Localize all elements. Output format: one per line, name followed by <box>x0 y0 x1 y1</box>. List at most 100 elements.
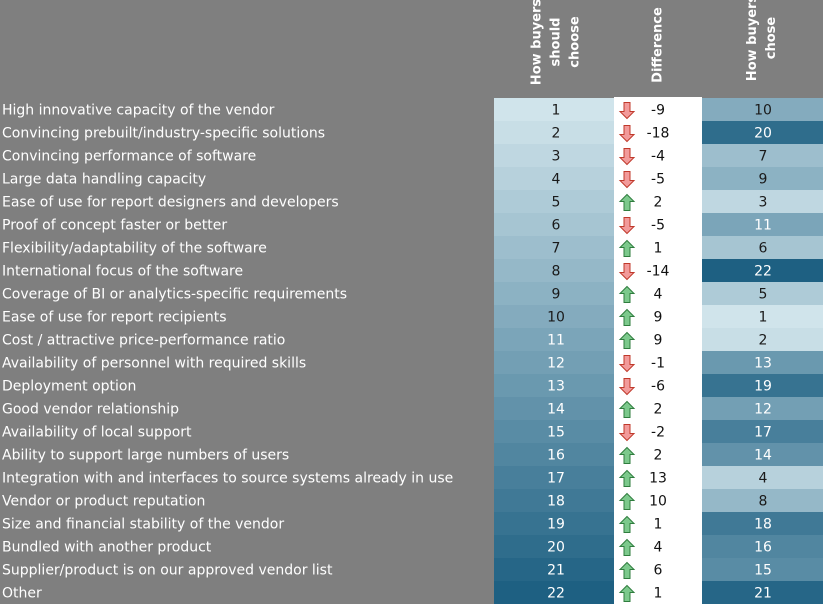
rank-value: 20 <box>547 540 565 556</box>
heat-cell <box>702 167 823 190</box>
criterion-label: Ease of use for report designers and dev… <box>2 195 339 211</box>
criterion-label: Integration with and interfaces to sourc… <box>2 471 453 487</box>
arrow-down <box>618 125 636 143</box>
criterion-label: Availability of local support <box>2 425 192 441</box>
arrow-up <box>618 492 636 510</box>
difference-value: -5 <box>651 218 665 234</box>
criterion-label: Ease of use for report recipients <box>2 310 227 326</box>
arrow-down <box>618 378 636 396</box>
difference-value: 10 <box>649 494 667 510</box>
rank-value: 5 <box>759 287 768 303</box>
heat-cell <box>702 558 823 581</box>
heat-cell <box>702 121 823 144</box>
heat-cell <box>494 121 614 144</box>
rank-value: 15 <box>754 563 772 579</box>
heat-cell <box>702 581 823 604</box>
criterion-label: Flexibility/adaptability of the software <box>2 241 267 257</box>
rank-value: 1 <box>759 310 768 326</box>
arrow-down <box>618 355 636 373</box>
criterion-label: Good vendor relationship <box>2 402 179 418</box>
heat-cell <box>702 144 823 167</box>
difference-value: 1 <box>654 241 663 257</box>
heat-cell <box>494 282 614 305</box>
heat-cell <box>702 466 823 489</box>
arrow-up <box>618 469 636 487</box>
heat-cell <box>702 420 823 443</box>
difference-value: -14 <box>647 264 670 280</box>
arrow-down <box>618 102 636 120</box>
rank-value: 12 <box>547 356 565 372</box>
difference-value: 4 <box>654 540 663 556</box>
heat-cell <box>702 489 823 512</box>
column-header: How buyers <box>530 0 545 85</box>
rank-value: 6 <box>759 241 768 257</box>
column-header: How buyers <box>745 0 760 81</box>
difference-value: 1 <box>654 586 663 602</box>
heat-cell <box>702 98 823 121</box>
criterion-label: International focus of the software <box>2 264 243 280</box>
heat-cell <box>494 328 614 351</box>
heat-cell <box>494 374 614 397</box>
criterion-label: Large data handling capacity <box>2 172 206 188</box>
heat-cell <box>494 489 614 512</box>
rank-value: 12 <box>754 402 772 418</box>
heat-cell <box>702 443 823 466</box>
arrow-up <box>618 193 636 211</box>
rank-value: 18 <box>754 517 772 533</box>
arrow-down <box>618 263 636 281</box>
rank-value: 20 <box>754 126 772 142</box>
heat-cell <box>494 397 614 420</box>
column-header: choose <box>568 16 583 68</box>
heat-cell <box>494 167 614 190</box>
criterion-label: Bundled with another product <box>2 540 212 556</box>
rank-value: 3 <box>552 149 561 165</box>
criterion-label: Deployment option <box>2 379 136 395</box>
criterion-label: Convincing performance of software <box>2 149 256 165</box>
rank-value: 17 <box>754 425 772 441</box>
rank-value: 22 <box>547 586 565 602</box>
heat-cell <box>494 466 614 489</box>
rank-value: 8 <box>552 264 561 280</box>
heat-cell <box>702 351 823 374</box>
rank-value: 7 <box>552 241 561 257</box>
rank-value: 4 <box>759 471 768 487</box>
heat-cell <box>494 535 614 558</box>
difference-value: 9 <box>654 310 663 326</box>
difference-value: -9 <box>651 103 665 119</box>
rank-value: 2 <box>759 333 768 349</box>
rank-value: 11 <box>547 333 565 349</box>
rank-value: 22 <box>754 264 772 280</box>
rank-value: 11 <box>754 218 772 234</box>
heat-cell <box>702 374 823 397</box>
rank-value: 21 <box>754 586 772 602</box>
arrow-up <box>618 515 636 533</box>
heat-cell <box>494 305 614 328</box>
heat-cell <box>494 351 614 374</box>
arrow-up <box>618 239 636 257</box>
rank-value: 16 <box>547 448 565 464</box>
heat-cell <box>494 144 614 167</box>
heat-cell <box>494 259 614 282</box>
difference-value: -4 <box>651 149 665 165</box>
rank-value: 2 <box>552 126 561 142</box>
difference-value: 2 <box>654 195 663 211</box>
difference-value: 13 <box>649 471 667 487</box>
criterion-label: Other <box>2 586 42 602</box>
column-header: Difference <box>651 7 666 83</box>
arrow-down <box>618 424 636 442</box>
heat-cell <box>494 581 614 604</box>
arrow-up <box>618 308 636 326</box>
difference-value: -6 <box>651 379 665 395</box>
arrow-up <box>618 446 636 464</box>
heat-cell <box>494 420 614 443</box>
difference-value: -5 <box>651 172 665 188</box>
column-header: chose <box>764 17 779 60</box>
rank-value: 15 <box>547 425 565 441</box>
rank-value: 14 <box>754 448 772 464</box>
difference-value: 4 <box>654 287 663 303</box>
rank-value: 10 <box>547 310 565 326</box>
rank-value: 13 <box>754 356 772 372</box>
rank-value: 3 <box>759 195 768 211</box>
arrow-down <box>618 171 636 189</box>
difference-value: 2 <box>654 402 663 418</box>
